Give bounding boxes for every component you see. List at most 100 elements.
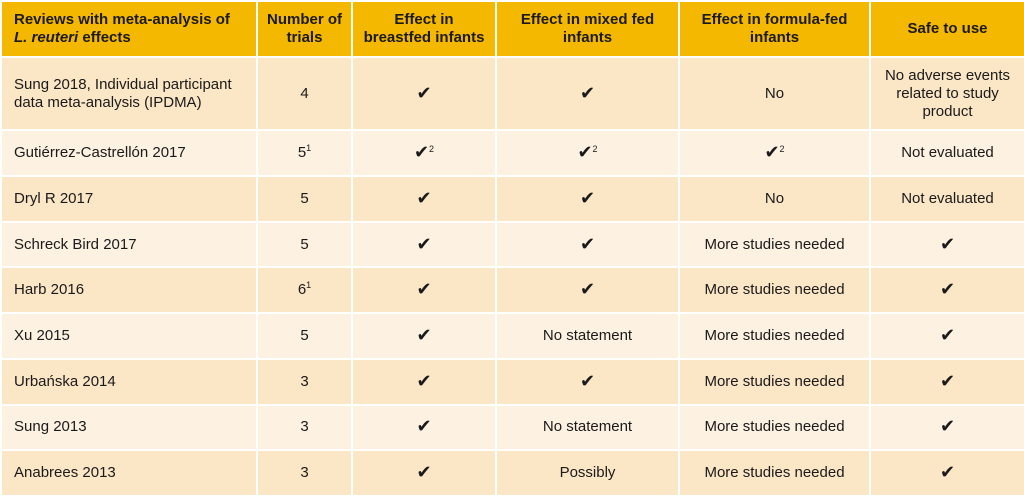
mixed-fed-effect: ✔ [495, 357, 680, 406]
breastfed-effect-value: ✔ [416, 416, 432, 437]
table-row: Xu 2015 5 ✔ No statement More studies needed… [0, 312, 1024, 360]
mixed-fed-effect-value: ✔ [579, 370, 596, 391]
safe-to-use-value: ✔ [939, 416, 956, 437]
mixed-fed-effect: No statement [495, 312, 680, 360]
breastfed-effect-value: ✔ [416, 279, 432, 300]
number-of-trials: 3 [256, 403, 353, 452]
number-of-trials: 3 [256, 449, 353, 497]
safe-to-use: ✔ [869, 312, 1024, 360]
number-of-trials-value: 3 [300, 418, 309, 436]
number-of-trials: 4 [256, 55, 353, 132]
breastfed-effect-value: ✔ [416, 82, 432, 103]
breastfed-effect-value: ✔ [416, 462, 432, 483]
review-name-value: Xu 2015 [14, 326, 70, 344]
review-name: Schreck Bird 2017 [0, 220, 258, 269]
table-row: Anabrees 2013 3 ✔ Possibly More studies need… [0, 449, 1024, 497]
formula-fed-effect-value: More studies needed [704, 464, 845, 482]
number-of-trials-value: 5 [297, 144, 307, 162]
review-name: Dryl R 2017 [0, 175, 258, 223]
formula-fed-effect: More studies needed [678, 403, 871, 452]
header-safe-to-use: Safe to use [869, 0, 1024, 58]
review-name-value: Gutiérrez-Castrellón 2017 [14, 144, 186, 162]
breastfed-effect: ✔ [351, 357, 497, 406]
breastfed-effect: ✔ [351, 266, 497, 315]
formula-fed-effect: More studies needed [678, 220, 871, 269]
header-row: Reviews with meta-analysis of L. reuteri … [0, 0, 1024, 58]
breastfed-effect: ✔ [351, 220, 497, 269]
number-of-trials-value: 4 [300, 84, 309, 102]
breastfed-effect: ✔ [351, 175, 497, 223]
table-body: Sung 2018, Individual participant data m… [0, 55, 1024, 497]
mixed-fed-effect: ✔2 [495, 129, 680, 178]
table-row: Gutiérrez-Castrellón 2017 51 ✔2 ✔2 ✔2 Not eva… [0, 129, 1024, 178]
review-name-value: Dryl R 2017 [14, 189, 94, 207]
review-name: Sung 2013 [0, 403, 258, 452]
formula-fed-effect-value: More studies needed [704, 418, 845, 436]
safe-to-use-value: Not evaluated [901, 189, 994, 207]
mixed-fed-effect-value: No statement [542, 326, 633, 344]
mixed-fed-effect-value: ✔ [579, 279, 596, 300]
number-of-trials: 51 [256, 129, 353, 178]
safe-to-use: ✔ [869, 449, 1024, 497]
formula-fed-effect-value: No [764, 189, 785, 207]
number-of-trials: 5 [256, 175, 353, 223]
mixed-fed-effect: ✔ [495, 220, 680, 269]
breastfed-effect: ✔ [351, 449, 497, 497]
review-name: Gutiérrez-Castrellón 2017 [0, 129, 258, 178]
mixed-fed-effect: ✔ [495, 55, 680, 132]
number-of-trials-value: 3 [300, 464, 309, 482]
safe-to-use-value: No adverse events related to study produ… [884, 66, 1011, 120]
header-number-of-trials: Number of trials [256, 0, 353, 58]
formula-fed-effect: ✔2 [678, 129, 871, 178]
review-name-value: Harb 2016 [14, 281, 85, 299]
breastfed-effect-value: ✔ [416, 324, 432, 345]
safe-to-use: Not evaluated [869, 129, 1024, 178]
formula-fed-effect-footnote: 2 [779, 144, 785, 155]
number-of-trials: 5 [256, 312, 353, 360]
formula-fed-effect-value: More studies needed [704, 281, 845, 299]
safe-to-use: ✔ [869, 220, 1024, 269]
safe-to-use-value: ✔ [939, 462, 956, 483]
formula-fed-effect: More studies needed [678, 357, 871, 406]
breastfed-effect: ✔2 [351, 129, 497, 178]
breastfed-effect: ✔ [351, 403, 497, 452]
mixed-fed-effect: Possibly [495, 449, 680, 497]
mixed-fed-effect-value: ✔ [579, 82, 596, 103]
review-name-value: Sung 2018, Individual participant data m… [14, 75, 232, 111]
mixed-fed-effect: No statement [495, 403, 680, 452]
table-row: Sung 2018, Individual participant data m… [0, 55, 1024, 132]
formula-fed-effect-value: ✔ [764, 142, 780, 163]
breastfed-effect: ✔ [351, 55, 497, 132]
formula-fed-effect: More studies needed [678, 312, 871, 360]
review-name: Harb 2016 [0, 266, 258, 315]
mixed-fed-effect-value: ✔ [577, 142, 593, 163]
review-name-value: Urbańska 2014 [14, 372, 116, 390]
formula-fed-effect-value: More studies needed [704, 372, 845, 390]
safe-to-use-value: ✔ [939, 279, 956, 300]
mixed-fed-effect-value: ✔ [579, 187, 596, 208]
number-of-trials-value: 6 [297, 281, 307, 299]
breastfed-effect-value: ✔ [416, 187, 432, 208]
formula-fed-effect-value: More studies needed [704, 326, 845, 344]
review-name-value: Schreck Bird 2017 [14, 235, 137, 253]
table-row: Urbańska 2014 3 ✔ ✔ More studies needed ✔ [0, 357, 1024, 406]
safe-to-use: ✔ [869, 403, 1024, 452]
formula-fed-effect-value: No [764, 84, 785, 102]
safe-to-use: Not evaluated [869, 175, 1024, 223]
breastfed-effect-value: ✔ [416, 370, 432, 391]
number-of-trials-value: 5 [300, 326, 309, 344]
review-name: Sung 2018, Individual participant data m… [0, 55, 258, 132]
breastfed-effect-value: ✔ [413, 142, 430, 163]
review-name-value: Anabrees 2013 [14, 464, 116, 482]
number-of-trials-value: 5 [300, 235, 309, 253]
safe-to-use-value: ✔ [939, 370, 956, 391]
mixed-fed-effect: ✔ [495, 266, 680, 315]
breastfed-effect: ✔ [351, 312, 497, 360]
breastfed-effect-footnote: 2 [429, 144, 435, 155]
table-row: Dryl R 2017 5 ✔ ✔ No Not evaluated [0, 175, 1024, 223]
review-name: Anabrees 2013 [0, 449, 258, 497]
formula-fed-effect-value: More studies needed [704, 235, 845, 253]
table-row: Harb 2016 61 ✔ ✔ More studies needed ✔ [0, 266, 1024, 315]
header-mixed-fed: Effect in mixed fed infants [495, 0, 680, 58]
review-name-value: Sung 2013 [14, 418, 87, 436]
